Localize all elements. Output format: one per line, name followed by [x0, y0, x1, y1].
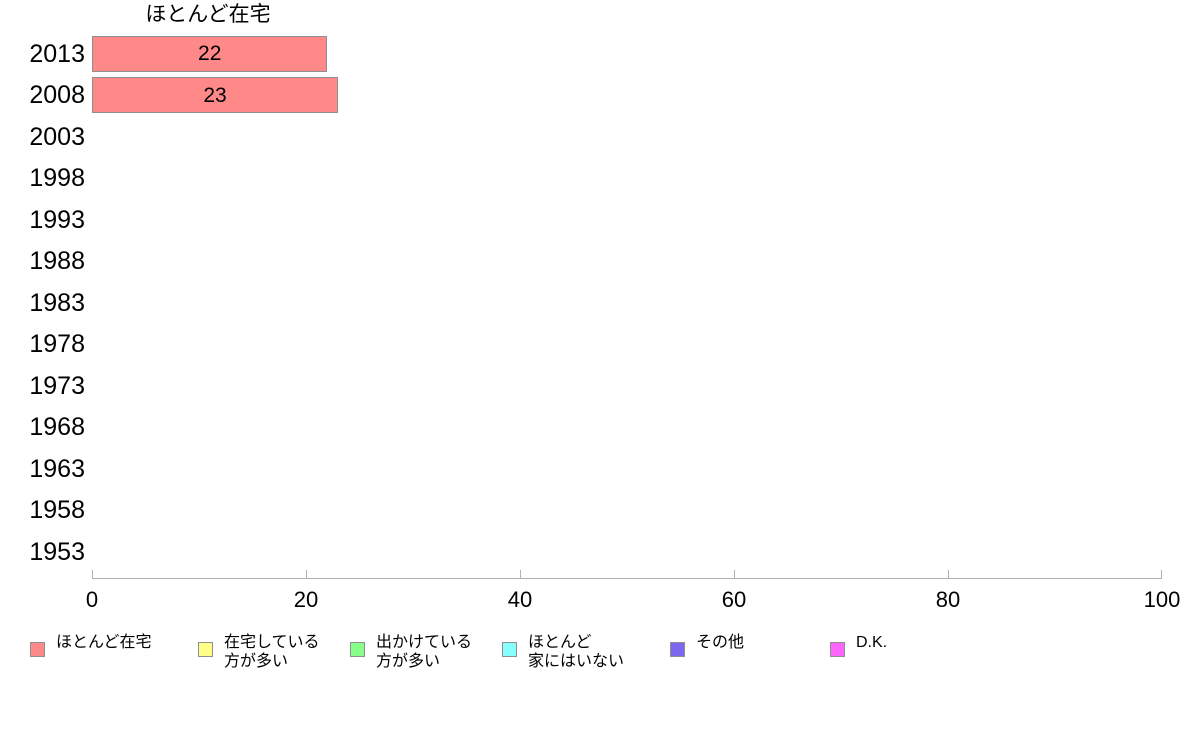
legend-item[interactable]: D.K.: [830, 633, 887, 657]
legend-color-swatch: [830, 642, 845, 657]
y-axis-tick-label: 1983: [29, 288, 85, 317]
chart-row: 1973: [29, 365, 1162, 407]
chart-row: 2003: [29, 116, 1162, 158]
chart-row: 1963: [29, 448, 1162, 490]
chart-row: 1983: [29, 282, 1162, 324]
legend-label: その他: [696, 634, 745, 651]
legend-color-swatch: [30, 642, 45, 657]
x-axis-tick-label: 40: [507, 587, 533, 612]
y-axis-tick-label: 2013: [29, 39, 85, 68]
x-axis-tick-label: 100: [1143, 587, 1181, 612]
y-axis-tick-label: 1953: [29, 537, 85, 566]
chart-row: 1978: [29, 324, 1162, 366]
y-axis-tick-label: 1988: [29, 247, 85, 276]
y-axis-tick-label: 1958: [29, 496, 85, 525]
bar-segment: 23: [92, 77, 339, 114]
bar-segment: 22: [92, 35, 328, 72]
legend-item[interactable]: 在宅している 方が多い: [198, 633, 320, 671]
legend-color-swatch: [350, 642, 365, 657]
chart-row: 1953: [29, 531, 1162, 573]
x-axis-tick: [92, 570, 93, 578]
legend-label: D.K.: [856, 634, 888, 651]
chart-legend: ほとんど在宅 在宅している 方が多い 出かけている 方が多い ほとんど 家にはいない その他 D…: [30, 633, 1160, 683]
chart-row: 1968: [29, 407, 1162, 449]
legend-item[interactable]: ほとんど 家にはいない: [502, 633, 624, 671]
legend-label: 出かけている 方が多い: [376, 634, 473, 670]
legend-color-swatch: [670, 642, 685, 657]
bar-value-label: 23: [203, 83, 227, 107]
y-axis-tick-label: 1973: [29, 371, 85, 400]
x-axis-tick: [306, 570, 307, 578]
plot-area: 2013 22 2008 23 2003 1998 1993 1988 1983 1978 1973…: [29, 33, 1162, 578]
chart-row: 1958: [29, 490, 1162, 532]
y-axis-tick-label: 2003: [29, 122, 85, 151]
chart-row: 2008 23: [29, 75, 1162, 117]
chart-row: 1998: [29, 158, 1162, 200]
y-axis-tick-label: 1993: [29, 205, 85, 234]
bar-value-label: 22: [198, 42, 222, 66]
legend-item[interactable]: その他: [670, 633, 744, 657]
x-axis-tick: [948, 570, 949, 578]
legend-item[interactable]: 出かけている 方が多い: [350, 633, 472, 671]
y-axis-tick-label: 1998: [29, 164, 85, 193]
x-axis-tick: [520, 570, 521, 578]
x-axis-tick-label: 20: [293, 587, 319, 612]
legend-label: ほとんど 家にはいない: [528, 634, 625, 670]
legend-label: 在宅している 方が多い: [224, 634, 320, 670]
x-axis-tick: [734, 570, 735, 578]
legend-color-swatch: [198, 642, 213, 657]
chart-row: 2013 22: [29, 33, 1162, 75]
chart-row: 1993: [29, 199, 1162, 241]
chart-title: ほとんど在宅: [145, 3, 271, 26]
x-axis-tick-label: 0: [85, 587, 99, 612]
x-axis: 0 20 40 60 80 100: [86, 570, 1180, 612]
y-axis-tick-label: 1968: [29, 413, 85, 442]
y-axis-tick-label: 1978: [29, 330, 85, 359]
legend-color-swatch: [502, 642, 517, 657]
y-axis-tick-label: 2008: [29, 81, 85, 110]
legend-item[interactable]: ほとんど在宅: [30, 633, 152, 657]
y-axis-tick-label: 1963: [29, 454, 85, 483]
chart-row: 1988: [29, 241, 1162, 283]
x-axis-tick-label: 60: [721, 587, 747, 612]
x-axis-tick: [1161, 570, 1162, 578]
x-axis-tick-label: 80: [935, 587, 961, 612]
legend-label: ほとんど在宅: [56, 634, 152, 651]
